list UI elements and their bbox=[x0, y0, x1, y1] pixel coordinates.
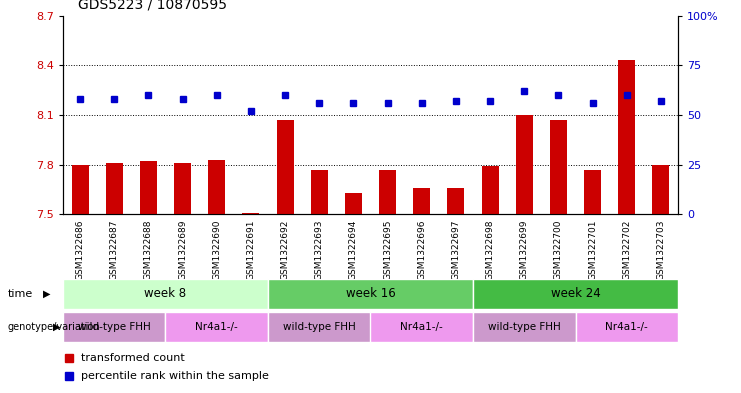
Bar bbox=[379, 169, 396, 214]
Bar bbox=[576, 312, 678, 342]
Bar bbox=[473, 312, 576, 342]
Text: wild-type FHH: wild-type FHH bbox=[78, 322, 150, 332]
Bar bbox=[63, 312, 165, 342]
Text: percentile rank within the sample: percentile rank within the sample bbox=[82, 371, 269, 381]
Bar bbox=[268, 279, 473, 309]
Bar bbox=[276, 120, 293, 214]
Bar bbox=[413, 188, 431, 214]
Text: week 24: week 24 bbox=[551, 287, 600, 300]
Text: ▶: ▶ bbox=[43, 289, 50, 299]
Text: genotype/variation: genotype/variation bbox=[7, 322, 100, 332]
Text: Nr4a1-/-: Nr4a1-/- bbox=[400, 322, 443, 332]
Text: GSM1322696: GSM1322696 bbox=[417, 219, 426, 280]
Text: week 16: week 16 bbox=[345, 287, 396, 300]
Bar bbox=[370, 312, 473, 342]
Bar bbox=[516, 115, 533, 214]
Text: GSM1322699: GSM1322699 bbox=[519, 219, 529, 280]
Text: Nr4a1-/-: Nr4a1-/- bbox=[196, 322, 238, 332]
Text: GSM1322694: GSM1322694 bbox=[349, 219, 358, 279]
Text: GSM1322690: GSM1322690 bbox=[212, 219, 222, 280]
Bar bbox=[63, 279, 268, 309]
Bar bbox=[618, 61, 635, 214]
Text: wild-type FHH: wild-type FHH bbox=[283, 322, 356, 332]
Text: GSM1322687: GSM1322687 bbox=[110, 219, 119, 280]
Text: GSM1322691: GSM1322691 bbox=[247, 219, 256, 280]
Text: GDS5223 / 10870595: GDS5223 / 10870595 bbox=[78, 0, 227, 12]
Bar bbox=[448, 188, 465, 214]
Text: wild-type FHH: wild-type FHH bbox=[488, 322, 561, 332]
Bar bbox=[106, 163, 123, 214]
Text: GSM1322689: GSM1322689 bbox=[178, 219, 187, 280]
Text: GSM1322695: GSM1322695 bbox=[383, 219, 392, 280]
Bar bbox=[242, 213, 259, 214]
Text: transformed count: transformed count bbox=[82, 353, 185, 363]
Text: GSM1322686: GSM1322686 bbox=[76, 219, 84, 280]
Text: GSM1322702: GSM1322702 bbox=[622, 219, 631, 279]
Text: Nr4a1-/-: Nr4a1-/- bbox=[605, 322, 648, 332]
Bar bbox=[482, 166, 499, 214]
Text: GSM1322698: GSM1322698 bbox=[485, 219, 494, 280]
Bar bbox=[584, 169, 601, 214]
Text: GSM1322701: GSM1322701 bbox=[588, 219, 597, 280]
Text: GSM1322688: GSM1322688 bbox=[144, 219, 153, 280]
Bar bbox=[174, 163, 191, 214]
Bar bbox=[165, 312, 268, 342]
Bar bbox=[72, 165, 89, 214]
Bar bbox=[345, 193, 362, 214]
Bar bbox=[473, 279, 678, 309]
Text: GSM1322692: GSM1322692 bbox=[281, 219, 290, 279]
Text: GSM1322703: GSM1322703 bbox=[657, 219, 665, 280]
Text: time: time bbox=[7, 289, 33, 299]
Bar bbox=[550, 120, 567, 214]
Bar bbox=[310, 169, 328, 214]
Text: GSM1322700: GSM1322700 bbox=[554, 219, 563, 280]
Text: GSM1322693: GSM1322693 bbox=[315, 219, 324, 280]
Text: ▶: ▶ bbox=[53, 322, 60, 332]
Bar bbox=[652, 165, 669, 214]
Text: GSM1322697: GSM1322697 bbox=[451, 219, 460, 280]
Bar bbox=[268, 312, 370, 342]
Text: week 8: week 8 bbox=[144, 287, 187, 300]
Bar bbox=[140, 161, 157, 214]
Bar bbox=[208, 160, 225, 214]
